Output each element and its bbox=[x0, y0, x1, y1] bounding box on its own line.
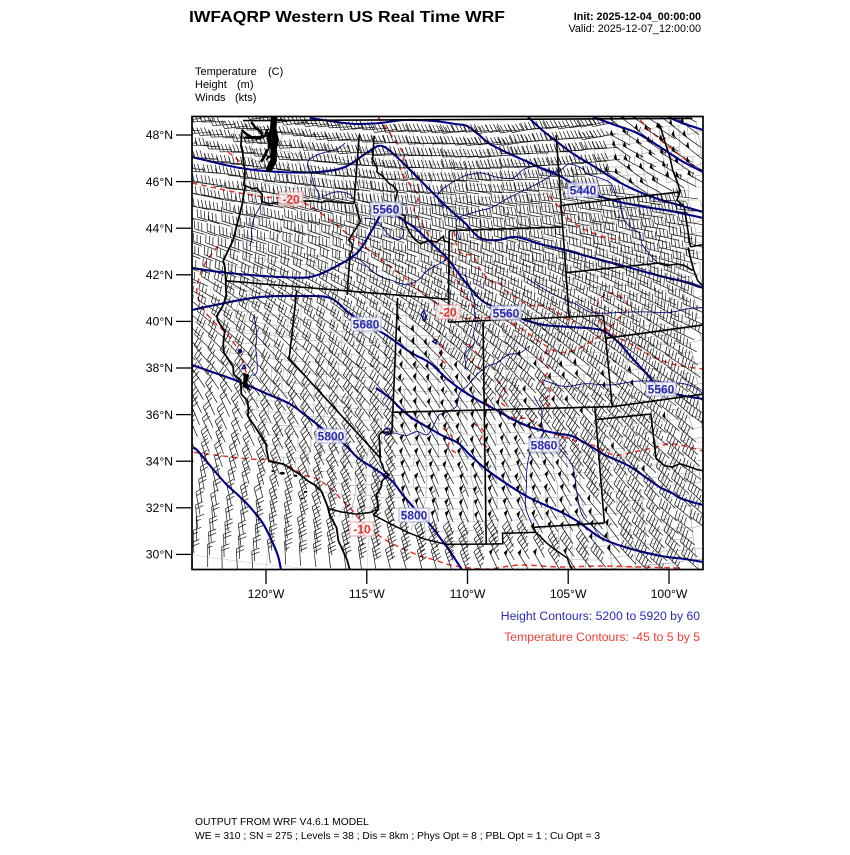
svg-text:5560: 5560 bbox=[373, 203, 400, 217]
svg-text:44°N: 44°N bbox=[146, 221, 173, 235]
svg-text:42°N: 42°N bbox=[146, 268, 173, 282]
svg-text:115°W: 115°W bbox=[349, 587, 385, 601]
svg-text:Height Contours: 5200 to 5920: Height Contours: 5200 to 5920 by 60 bbox=[501, 609, 700, 623]
svg-text:OUTPUT FROM WRF V4.6.1 MODEL: OUTPUT FROM WRF V4.6.1 MODEL bbox=[195, 817, 369, 828]
svg-text:110°W: 110°W bbox=[450, 587, 486, 601]
svg-text:5800: 5800 bbox=[318, 430, 345, 444]
svg-text:-10: -10 bbox=[353, 523, 371, 537]
svg-text:Temperature Contours: -45 to 5: Temperature Contours: -45 to 5 by 5 bbox=[504, 630, 700, 644]
svg-text:-20: -20 bbox=[439, 306, 457, 320]
svg-text:Init: 2025-12-04_00:00:00: Init: 2025-12-04_00:00:00 bbox=[574, 11, 701, 23]
svg-text:32°N: 32°N bbox=[146, 501, 173, 515]
svg-text:5800: 5800 bbox=[401, 509, 428, 523]
svg-text:40°N: 40°N bbox=[146, 315, 173, 329]
svg-text:38°N: 38°N bbox=[146, 361, 173, 375]
svg-text:105°W: 105°W bbox=[550, 587, 587, 601]
svg-text:5560: 5560 bbox=[648, 383, 675, 397]
svg-text:Height: Height bbox=[195, 79, 227, 91]
svg-text:5440: 5440 bbox=[570, 184, 597, 198]
svg-text:Winds: Winds bbox=[195, 92, 226, 104]
svg-text:-20: -20 bbox=[282, 193, 300, 207]
svg-text:46°N: 46°N bbox=[146, 175, 173, 189]
svg-text:(C): (C) bbox=[268, 66, 283, 78]
svg-text:36°N: 36°N bbox=[146, 408, 173, 422]
svg-text:(kts): (kts) bbox=[235, 92, 256, 104]
svg-text:5680: 5680 bbox=[353, 318, 380, 332]
svg-text:Valid: 2025-12-07_12:00:00: Valid: 2025-12-07_12:00:00 bbox=[569, 23, 701, 35]
svg-text:30°N: 30°N bbox=[146, 548, 173, 562]
svg-text:5860: 5860 bbox=[531, 439, 558, 453]
svg-text:WE = 310 ; SN = 275 ; Levels =: WE = 310 ; SN = 275 ; Levels = 38 ; Dis … bbox=[195, 831, 600, 842]
svg-text:100°W: 100°W bbox=[651, 587, 688, 601]
svg-text:Temperature: Temperature bbox=[195, 66, 257, 78]
svg-text:34°N: 34°N bbox=[146, 454, 173, 468]
svg-text:IWFAQRP Western US Real Time W: IWFAQRP Western US Real Time WRF bbox=[189, 9, 505, 26]
svg-text:48°N: 48°N bbox=[146, 128, 173, 142]
svg-text:120°W: 120°W bbox=[248, 587, 285, 601]
svg-text:(m): (m) bbox=[237, 79, 254, 91]
svg-text:5560: 5560 bbox=[493, 307, 520, 321]
